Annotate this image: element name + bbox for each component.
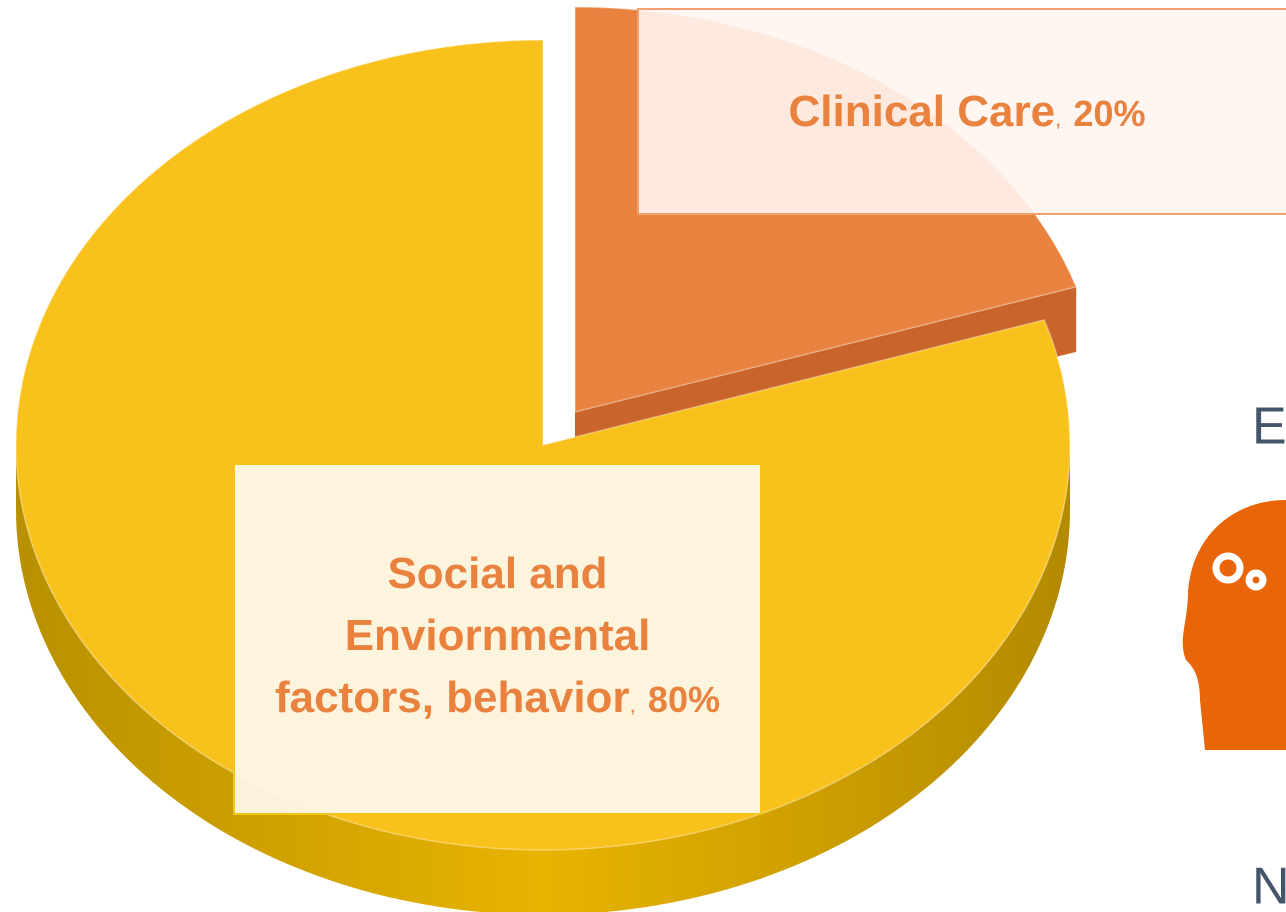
data-label-box: Clinical Care, 20% (637, 8, 1286, 215)
category-label: Social and Enviornmental factors, behavi… (275, 548, 651, 722)
data-label-box: Social and Enviornmental factors, behavi… (233, 463, 762, 815)
annotation: N (1252, 858, 1286, 912)
annotation: E (1252, 398, 1286, 456)
head-icon (1182, 500, 1286, 750)
gear-icon (1212, 552, 1267, 591)
category-label: Clinical Care (788, 86, 1056, 136)
label-separator: , (629, 691, 636, 717)
data-label: Clinical Care, 20% (789, 87, 1146, 137)
data-label: Social and Enviornmental factors, behavi… (265, 543, 730, 736)
label-separator: , (1055, 105, 1062, 131)
value-label: 20% (1073, 92, 1146, 134)
value-label: 80% (647, 678, 720, 720)
